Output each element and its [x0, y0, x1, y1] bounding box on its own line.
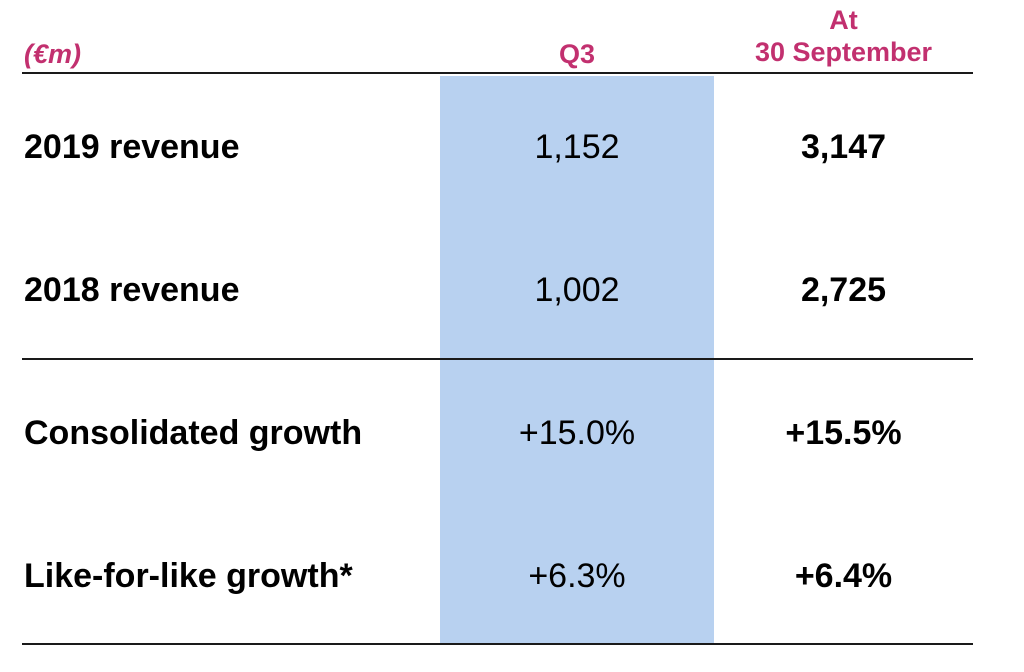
q3-header: Q3 — [558, 39, 596, 69]
row-ytd-value: +6.4% — [794, 557, 893, 595]
row-label: Consolidated growth — [24, 414, 363, 452]
bottom-rule — [22, 643, 973, 645]
ytd-header-line2: 30 September — [754, 37, 933, 67]
ytd-header: At 30 September — [714, 4, 973, 68]
row-q3-value: 1,152 — [534, 128, 620, 166]
row-q3-value: +6.3% — [528, 557, 626, 595]
q3-column-highlight — [440, 76, 714, 644]
row-label: 2019 revenue — [24, 128, 240, 166]
ytd-header-line1: At — [829, 5, 858, 35]
section-rule — [22, 358, 973, 360]
row-label: 2018 revenue — [24, 271, 240, 309]
header-rule — [22, 72, 973, 74]
row-ytd-value: 2,725 — [800, 271, 887, 309]
row-ytd-value: 3,147 — [800, 128, 887, 166]
unit-header: (€m) — [24, 39, 82, 69]
row-ytd-value: +15.5% — [785, 414, 902, 452]
row-label: Like-for-like growth* — [24, 557, 353, 595]
row-q3-value: +15.0% — [518, 414, 636, 452]
row-q3-value: 1,002 — [534, 271, 620, 309]
